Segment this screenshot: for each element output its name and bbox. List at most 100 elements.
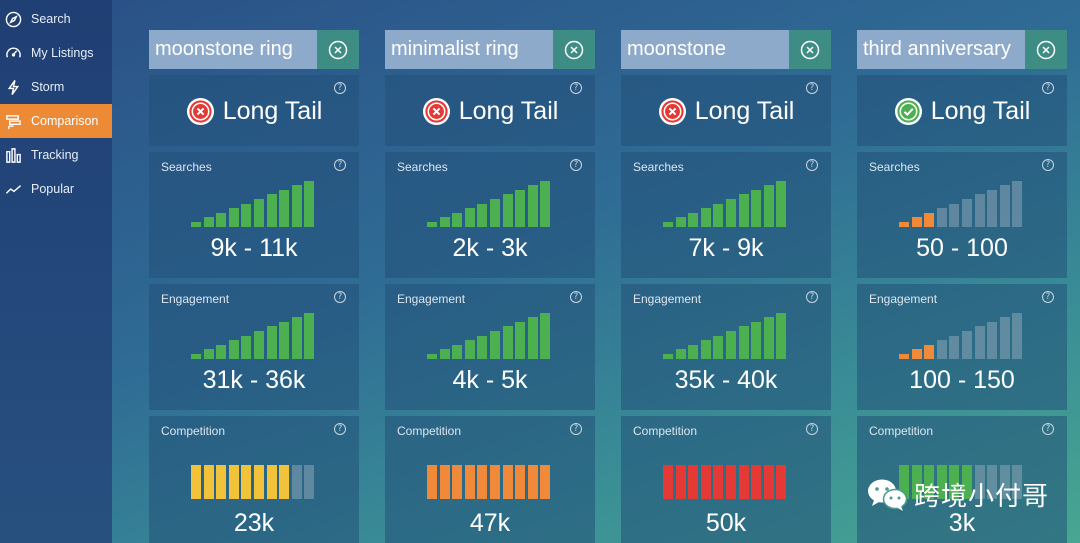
- x-circle-icon: [186, 97, 214, 126]
- competition-bar: [1012, 465, 1023, 499]
- x-circle-icon: [658, 97, 686, 126]
- engagement-bar: [477, 335, 488, 359]
- keyword-column: minimalist ring? Long Tail Searches? 2k - 3…: [385, 30, 595, 543]
- keyword-label: third anniversary: [857, 30, 1025, 69]
- engagement-bar: [924, 344, 935, 359]
- help-icon[interactable]: ?: [570, 159, 582, 171]
- competition-bar: [279, 465, 290, 499]
- help-icon[interactable]: ?: [1042, 291, 1054, 303]
- help-icon[interactable]: ?: [570, 291, 582, 303]
- sidebar-item-storm[interactable]: Storm: [0, 70, 112, 104]
- long-tail-card: ? Long Tail: [149, 75, 359, 146]
- engagement-bar: [961, 331, 972, 359]
- searches-bars: [427, 180, 551, 227]
- searches-card: Searches? 2k - 3k: [385, 152, 595, 278]
- engagement-card: Engagement? 100 - 150: [857, 284, 1067, 410]
- sidebar-item-label: Comparison: [31, 114, 99, 128]
- long-tail-label: Long Tail: [694, 97, 795, 125]
- searches-bar: [279, 189, 290, 227]
- competition-value: 3k: [948, 509, 976, 537]
- sidebar-item-tracking[interactable]: Tracking: [0, 138, 112, 172]
- wechat-logo-icon: [868, 479, 908, 511]
- competition-bar: [291, 465, 302, 499]
- help-icon[interactable]: ?: [806, 159, 818, 171]
- keyword-label: minimalist ring: [385, 30, 553, 69]
- competition-bar: [452, 465, 463, 499]
- engagement-bar: [191, 354, 201, 359]
- competition-bar: [949, 465, 960, 499]
- competition-bar: [663, 465, 673, 499]
- engagement-bar: [899, 354, 909, 359]
- help-icon[interactable]: ?: [806, 423, 818, 435]
- help-icon[interactable]: ?: [334, 159, 346, 171]
- competition-bar: [527, 465, 538, 499]
- help-icon[interactable]: ?: [1042, 82, 1054, 94]
- searches-bar: [540, 180, 551, 227]
- help-icon[interactable]: ?: [334, 82, 346, 94]
- close-circle-icon: [800, 40, 820, 59]
- searches-title: Searches: [397, 160, 448, 174]
- searches-bar: [961, 199, 972, 227]
- help-icon[interactable]: ?: [1042, 159, 1054, 171]
- sidebar-item-popular[interactable]: Popular: [0, 172, 112, 206]
- competition-card: Competition? 47k: [385, 416, 595, 543]
- searches-bar: [725, 199, 736, 227]
- searches-bar: [502, 194, 513, 227]
- help-icon[interactable]: ?: [334, 291, 346, 303]
- sidebar-item-my-listings[interactable]: My Listings: [0, 36, 112, 70]
- engagement-bar: [540, 312, 551, 359]
- searches-bar: [477, 203, 488, 227]
- searches-bar: [191, 222, 201, 227]
- help-icon[interactable]: ?: [570, 423, 582, 435]
- engagement-bar: [1012, 312, 1023, 359]
- searches-bar: [663, 222, 673, 227]
- searches-bar: [216, 212, 227, 227]
- help-icon[interactable]: ?: [806, 82, 818, 94]
- competition-bar: [304, 465, 315, 499]
- remove-keyword-button[interactable]: [317, 30, 359, 69]
- competition-bar: [911, 465, 922, 499]
- close-circle-icon: [1036, 40, 1056, 59]
- searches-bar: [763, 185, 774, 227]
- sidebar-item-label: Popular: [31, 182, 75, 196]
- searches-bar: [527, 185, 538, 227]
- long-tail-card: ? Long Tail: [857, 75, 1067, 146]
- searches-title: Searches: [869, 160, 920, 174]
- help-icon[interactable]: ?: [570, 82, 582, 94]
- engagement-bar: [241, 335, 252, 359]
- competition-bar: [899, 465, 909, 499]
- sidebar-item-comparison[interactable]: Comparison: [0, 104, 112, 138]
- engagement-bar: [427, 354, 437, 359]
- searches-bar: [253, 199, 264, 227]
- x-circle-icon: [422, 97, 450, 126]
- sidebar-item-search[interactable]: Search: [0, 2, 112, 36]
- searches-bar: [439, 217, 450, 227]
- engagement-value: 31k - 36k: [202, 366, 306, 394]
- help-icon[interactable]: ?: [806, 291, 818, 303]
- engagement-bar: [502, 326, 513, 359]
- remove-keyword-button[interactable]: [553, 30, 595, 69]
- check-circle-icon: [894, 97, 922, 126]
- searches-bar: [452, 212, 463, 227]
- help-icon[interactable]: ?: [1042, 423, 1054, 435]
- competition-bar: [216, 465, 227, 499]
- competition-bar: [540, 465, 551, 499]
- engagement-bar: [279, 321, 290, 359]
- searches-bar: [713, 203, 724, 227]
- engagement-title: Engagement: [633, 292, 702, 306]
- help-icon[interactable]: ?: [334, 423, 346, 435]
- competition-bar: [675, 465, 686, 499]
- competition-bar: [203, 465, 214, 499]
- keyword-label: moonstone ring: [149, 30, 317, 69]
- remove-keyword-button[interactable]: [1025, 30, 1067, 69]
- engagement-bar: [439, 349, 450, 359]
- remove-keyword-button[interactable]: [789, 30, 831, 69]
- engagement-bar: [228, 340, 239, 359]
- engagement-bars: [427, 312, 551, 359]
- competition-bar: [477, 465, 488, 499]
- sidebar: Search My Listings Storm Comparison Trac…: [0, 0, 112, 543]
- sidebar-item-label: Storm: [31, 80, 65, 94]
- searches-bar: [936, 208, 947, 227]
- competition-bar: [776, 465, 787, 499]
- engagement-bar: [688, 344, 699, 359]
